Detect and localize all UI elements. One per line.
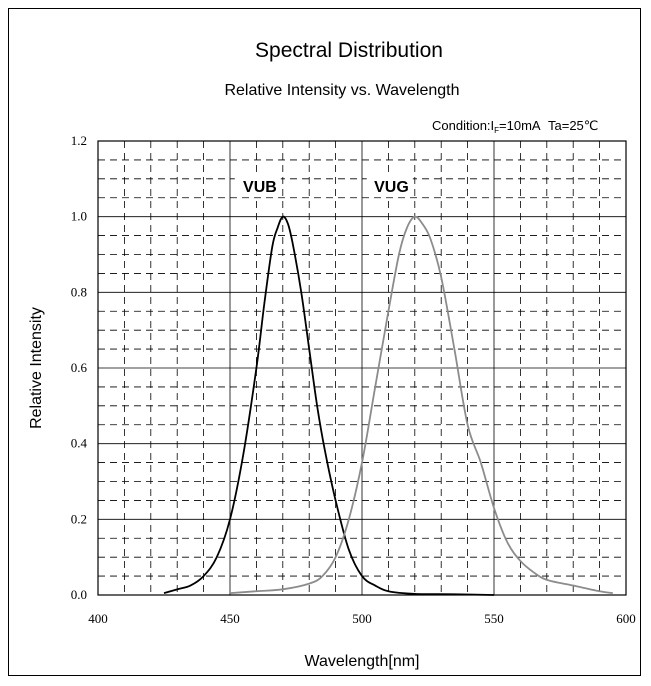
x-tick-label: 450 [220, 611, 240, 626]
x-tick-label: 500 [352, 611, 372, 626]
y-tick-label: 0.0 [71, 587, 87, 602]
chart-subtitle: Relative Intensity vs. Wavelength [224, 82, 459, 99]
y-tick-label: 0.4 [71, 436, 88, 451]
temperature-label: Ta=25℃ [548, 118, 598, 133]
series-label-background [366, 175, 413, 198]
series-labels: VUB VUG [234, 175, 413, 198]
series-label-vug: VUG [374, 179, 409, 196]
curves [163, 215, 613, 596]
y-tick-label: 0.6 [71, 360, 88, 375]
x-tick-label: 400 [88, 611, 108, 626]
y-tick-label: 0.2 [71, 511, 87, 526]
chart-title: Spectral Distribution [255, 39, 443, 62]
chart-frame [8, 8, 641, 676]
y-tick-label: 1.0 [71, 209, 87, 224]
y-tick-label: 0.8 [71, 284, 87, 299]
series-label-background [234, 175, 281, 198]
x-axis-label: Wavelength[nm] [304, 653, 419, 670]
series-label-vub: VUB [243, 179, 277, 196]
y-tick-label: 1.2 [71, 133, 87, 148]
series-line-vug [229, 215, 613, 595]
x-tick-label: 550 [484, 611, 504, 626]
condition-prefix: Condition:I [432, 118, 494, 133]
tick-labels: 400 450 500 550 600 0.0 0.2 0.4 0.6 0.8 1.0 1.2 [71, 133, 636, 626]
series-line-vub [163, 215, 495, 596]
condition-label: Condition:IF=10mA [432, 118, 541, 135]
x-tick-label: 600 [616, 611, 636, 626]
grid-lines [98, 141, 626, 595]
condition-subscript: F [494, 126, 499, 135]
plot-area-border [97, 140, 627, 596]
condition-suffix: =10mA [499, 118, 541, 133]
y-axis-label: Relative Intensity [28, 307, 45, 429]
